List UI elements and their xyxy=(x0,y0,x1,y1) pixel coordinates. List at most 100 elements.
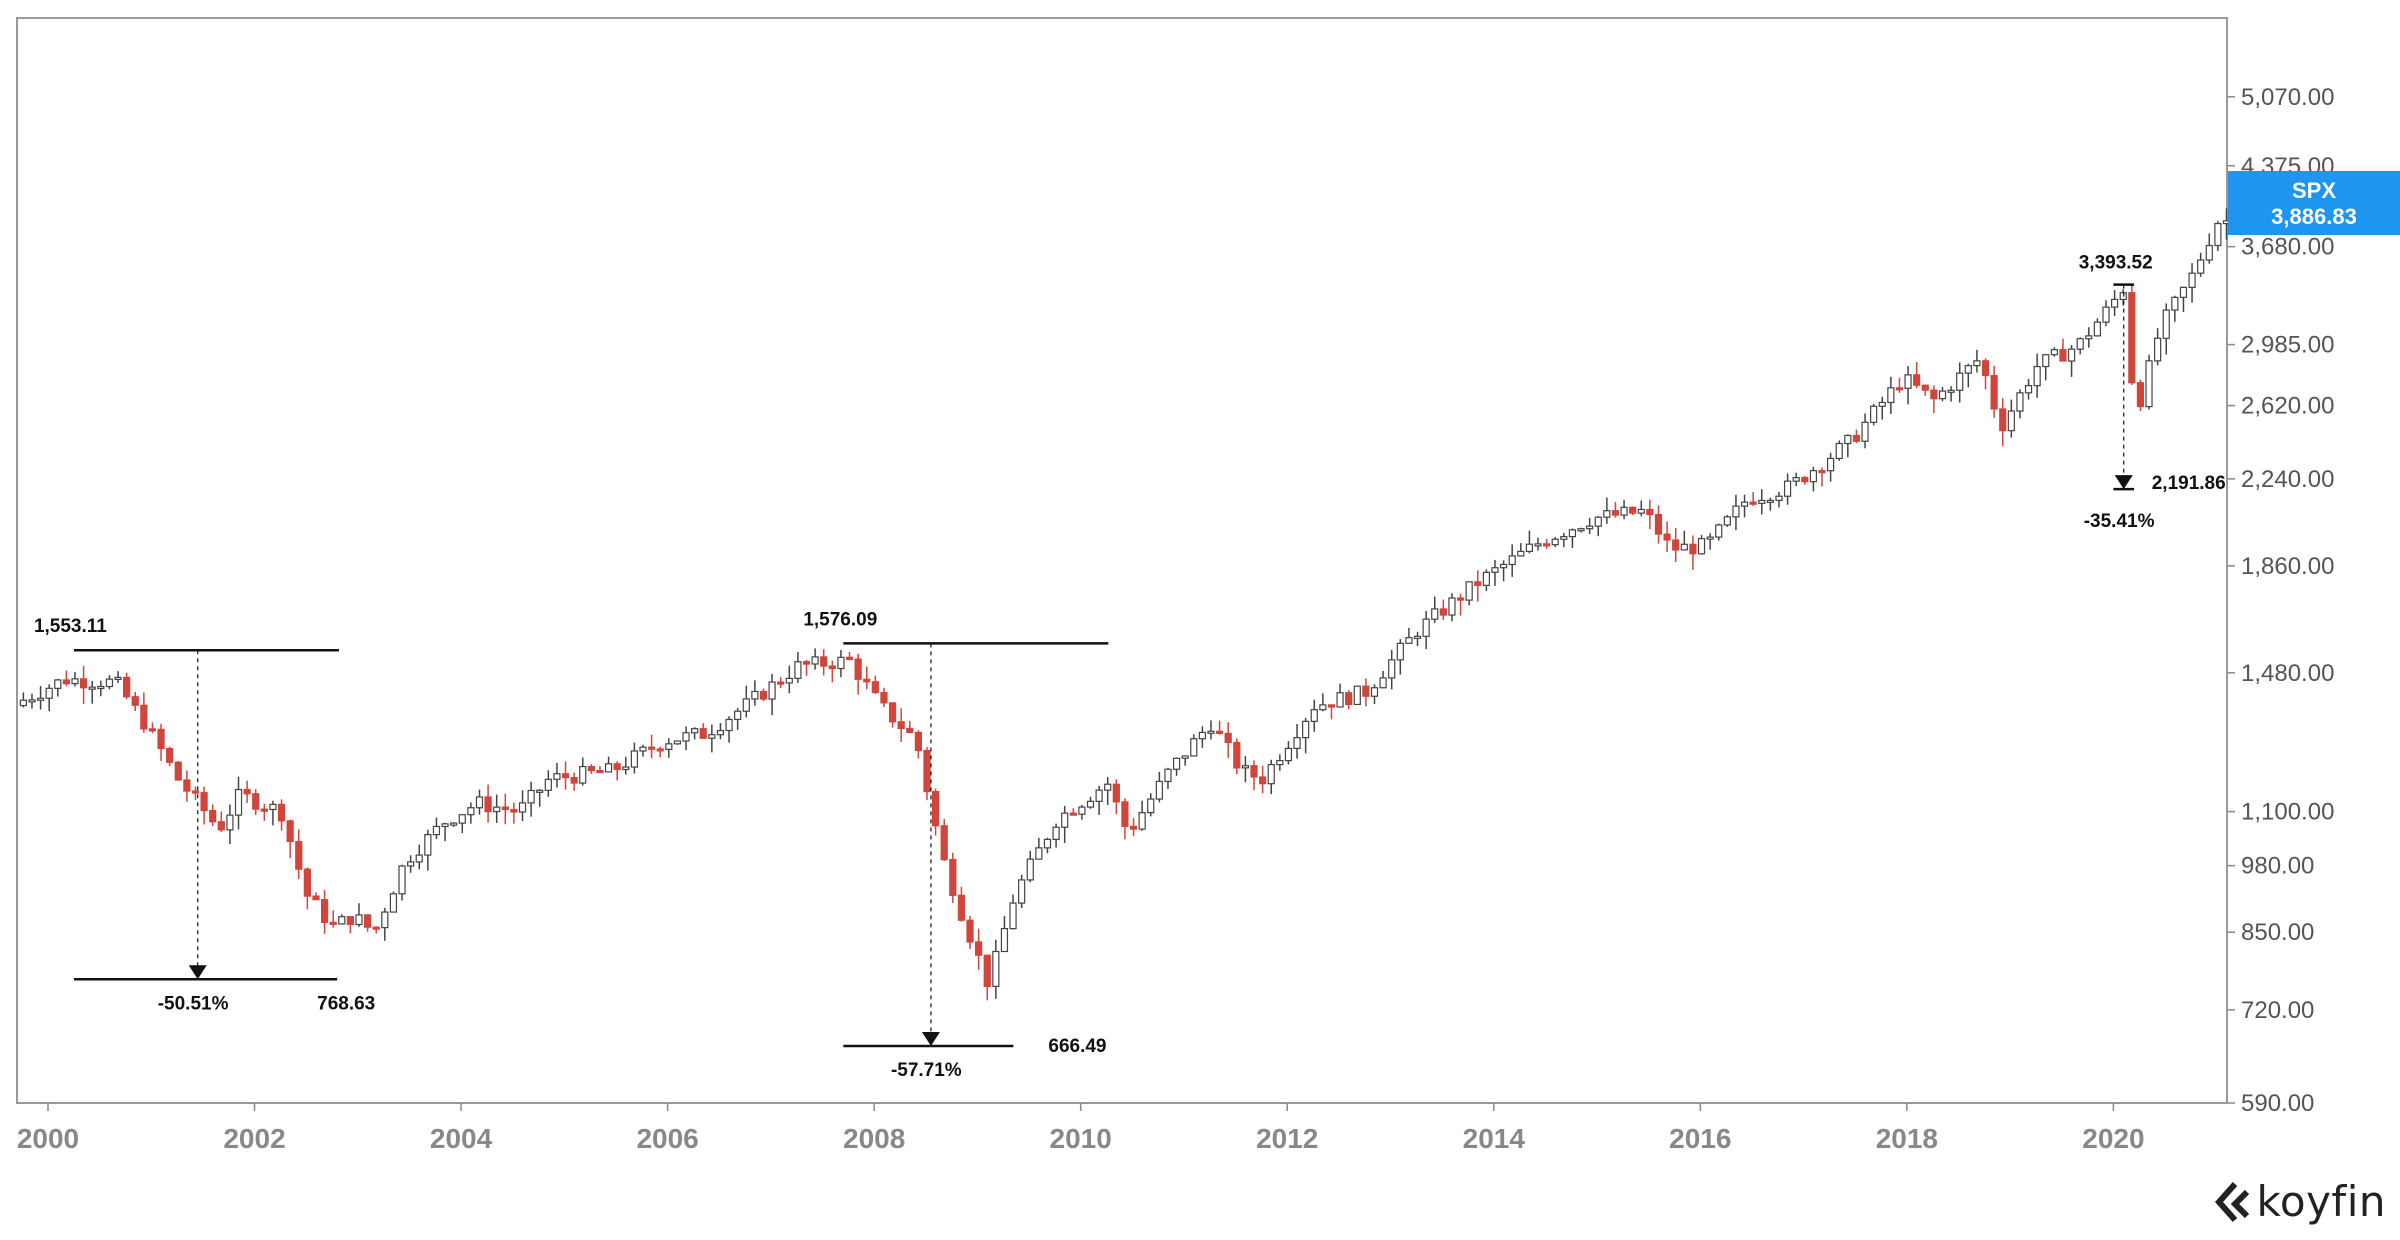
candle xyxy=(1956,362,1964,403)
candle-body xyxy=(501,806,509,811)
candle-body xyxy=(794,661,802,679)
candle xyxy=(647,734,656,759)
candle xyxy=(252,789,260,816)
candle xyxy=(2093,318,2102,337)
candle xyxy=(1267,759,1275,795)
candle-body xyxy=(992,950,1000,987)
plot-frame xyxy=(16,17,2228,1104)
candle-body xyxy=(1319,704,1327,711)
candle xyxy=(1792,472,1800,486)
candle xyxy=(510,802,518,824)
candle-body xyxy=(880,691,888,704)
candle xyxy=(1646,499,1654,530)
candle-body xyxy=(2110,298,2119,308)
candle xyxy=(303,867,311,910)
candle-body xyxy=(708,734,716,739)
candle-body xyxy=(1302,720,1310,739)
candle-body xyxy=(725,718,733,732)
candle xyxy=(1284,741,1293,765)
drop-arrow xyxy=(188,965,207,980)
candle xyxy=(596,766,604,774)
candle xyxy=(2188,263,2196,303)
candle xyxy=(191,786,200,800)
candle-body xyxy=(1689,543,1697,555)
candle xyxy=(1138,800,1146,831)
candle-body xyxy=(424,833,432,856)
candle xyxy=(234,776,243,830)
candle-body xyxy=(381,911,389,929)
candle xyxy=(1276,754,1284,771)
candle xyxy=(1413,631,1422,646)
candle xyxy=(1551,536,1559,548)
candle-body xyxy=(1577,528,1585,532)
candle-body xyxy=(1749,501,1757,505)
candle-body xyxy=(1603,510,1611,518)
candle xyxy=(501,793,509,825)
candle-body xyxy=(1491,567,1499,573)
candle-body xyxy=(2197,259,2205,274)
candle xyxy=(1009,894,1017,930)
candle xyxy=(1112,779,1120,815)
candle xyxy=(123,672,131,700)
candle-body xyxy=(467,807,475,816)
candle-body xyxy=(604,763,613,773)
candle xyxy=(1000,915,1009,953)
candle-body xyxy=(536,789,544,793)
candle-body xyxy=(450,822,458,826)
candle xyxy=(1895,377,1904,393)
candle xyxy=(785,665,793,694)
candle xyxy=(424,829,432,871)
candle xyxy=(1224,722,1232,758)
candle-body xyxy=(759,690,768,700)
candle-body xyxy=(2128,292,2136,384)
candle xyxy=(277,799,286,831)
candle xyxy=(1327,704,1336,720)
candle xyxy=(708,724,716,753)
candle xyxy=(1603,497,1611,524)
candle xyxy=(1345,690,1353,710)
candle-body xyxy=(1482,571,1490,586)
candle xyxy=(691,727,699,740)
candle-body xyxy=(79,678,88,689)
candle-body xyxy=(1052,826,1060,840)
candle xyxy=(518,790,527,822)
x-tick-label: 2008 xyxy=(843,1123,905,1154)
candle xyxy=(983,954,991,1001)
trough-label: 2,191.86 xyxy=(2152,473,2226,494)
candle xyxy=(1465,581,1473,606)
candle-body xyxy=(751,690,759,700)
candle-body xyxy=(1913,374,1921,386)
candle xyxy=(1732,494,1740,531)
candle-body xyxy=(1551,538,1559,546)
candle-body xyxy=(174,761,182,781)
candle-body xyxy=(1517,550,1525,557)
candle xyxy=(62,670,71,687)
candle-body xyxy=(2024,385,2033,394)
candle xyxy=(725,716,733,743)
candle-body xyxy=(1775,495,1783,501)
candle-body xyxy=(1474,581,1482,586)
candle xyxy=(1861,413,1869,449)
candle-body xyxy=(1207,730,1215,734)
candle xyxy=(363,914,372,932)
candle-body xyxy=(2188,272,2196,288)
candle xyxy=(1198,726,1206,748)
candle xyxy=(295,829,303,879)
candle-body xyxy=(493,806,501,813)
candle-body xyxy=(742,698,750,712)
candle-body xyxy=(630,750,639,768)
candle xyxy=(458,814,466,834)
candle xyxy=(682,726,690,751)
candle-body xyxy=(975,941,983,956)
candle xyxy=(226,804,234,845)
candle-body xyxy=(1362,685,1370,697)
candle-body xyxy=(363,914,372,928)
x-axis: 2000 2002 2004 2006 2008 2010 2012 2014 2016 2018… xyxy=(17,1103,2145,1154)
candle-body xyxy=(510,808,518,813)
candle xyxy=(2197,252,2205,277)
candle xyxy=(570,772,578,791)
candle-body xyxy=(1758,499,1766,504)
candle-body xyxy=(1818,470,1826,474)
candle-body xyxy=(1388,659,1396,679)
candle-body xyxy=(888,702,897,723)
